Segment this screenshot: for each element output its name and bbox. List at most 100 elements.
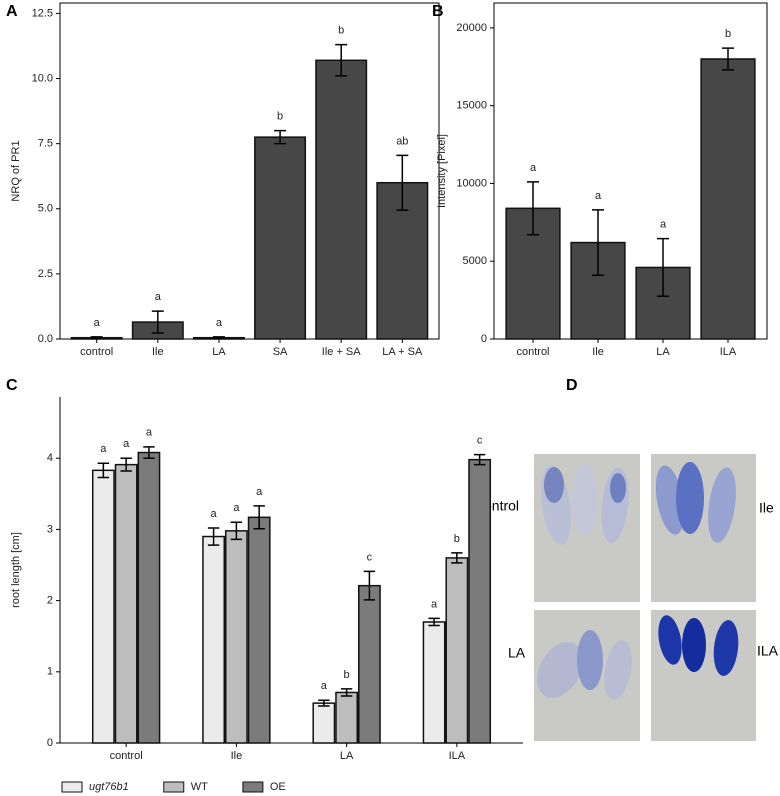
error-bar xyxy=(151,310,164,334)
error-bar xyxy=(230,521,243,541)
bar xyxy=(202,535,225,744)
error-bar xyxy=(97,462,110,479)
photo-label: Ile xyxy=(759,500,774,516)
error-bar xyxy=(527,181,539,236)
x-tick-label: control xyxy=(110,750,143,762)
bar xyxy=(700,58,756,340)
error-bar xyxy=(318,699,330,707)
x-tick-label: ILA xyxy=(720,346,737,358)
y-tick-label: 2 xyxy=(47,595,53,607)
y-tick-label: 10000 xyxy=(456,177,487,189)
error-bar xyxy=(363,570,376,601)
y-tick-label: 4 xyxy=(47,452,53,464)
significance-letter: a xyxy=(431,598,438,610)
error-bar xyxy=(253,505,265,530)
x-tick-label: LA xyxy=(656,346,670,358)
y-tick-label: 5000 xyxy=(463,255,487,267)
x-tick-label: control xyxy=(516,346,549,358)
significance-letter: a xyxy=(123,438,130,450)
y-tick-label: 7.5 xyxy=(38,138,53,150)
significance-letter: a xyxy=(100,443,107,455)
bar xyxy=(335,691,359,744)
y-axis-title: root length [cm] xyxy=(10,532,22,608)
x-tick-label: Ile + SA xyxy=(322,346,361,358)
y-tick-label: 5.0 xyxy=(38,203,53,215)
bar xyxy=(445,557,469,744)
significance-letter: b xyxy=(725,28,731,40)
legend-swatch xyxy=(163,781,185,793)
significance-letter: b xyxy=(344,669,350,681)
significance-letter: a xyxy=(595,190,602,202)
y-tick-label: 1 xyxy=(47,666,53,678)
y-tick-label: 10.0 xyxy=(32,72,53,84)
error-bar xyxy=(722,47,734,71)
bar xyxy=(358,584,381,744)
significance-letter: a xyxy=(321,680,328,692)
panel-letter: B xyxy=(432,3,444,20)
leaf-photo xyxy=(534,454,640,602)
significance-letter: a xyxy=(660,219,667,231)
y-tick-label: 0 xyxy=(481,333,487,345)
bar xyxy=(254,136,307,340)
significance-letter: b xyxy=(454,533,460,545)
photo-label: ILA xyxy=(757,643,779,659)
legend-label: OE xyxy=(270,781,286,793)
panel-d: D control Ile LA I xyxy=(477,377,779,741)
legend-swatch xyxy=(242,781,264,793)
x-tick-label: LA xyxy=(340,750,354,762)
leaf-photo xyxy=(651,610,756,741)
y-tick-label: 0 xyxy=(47,737,53,749)
error-bar xyxy=(396,154,409,211)
y-axis-title: NRQ of PR1 xyxy=(10,140,22,201)
leaf-photo xyxy=(534,610,640,741)
significance-letter: c xyxy=(477,435,483,447)
significance-letter: c xyxy=(367,551,373,563)
panel-letter: A xyxy=(6,3,18,20)
photo-label: LA xyxy=(508,645,526,661)
error-bar xyxy=(657,237,669,297)
significance-letter: a xyxy=(211,508,218,520)
error-bar xyxy=(473,453,486,466)
significance-letter: a xyxy=(216,317,223,329)
error-bar xyxy=(90,336,103,340)
bar xyxy=(91,469,115,744)
legend-label: WT xyxy=(191,781,208,793)
bar xyxy=(312,702,336,744)
x-tick-label: control xyxy=(80,346,113,358)
significance-letter: a xyxy=(256,486,263,498)
error-bar xyxy=(340,688,353,697)
error-bar xyxy=(274,129,287,145)
y-tick-label: 15000 xyxy=(456,100,487,112)
significance-letter: a xyxy=(233,502,240,514)
bar xyxy=(315,59,368,340)
leaf-photo xyxy=(651,454,756,602)
x-tick-label: Ile xyxy=(592,346,604,358)
significance-letter: a xyxy=(530,162,537,174)
legend-swatch xyxy=(61,781,83,793)
bar xyxy=(114,463,138,744)
bar xyxy=(224,530,248,744)
significance-letter: ab xyxy=(396,135,408,147)
legend-label: ugt76b1 xyxy=(89,781,129,793)
error-bar xyxy=(335,43,348,77)
y-tick-label: 12.5 xyxy=(32,7,53,19)
x-tick-label: LA + SA xyxy=(382,346,423,358)
x-tick-label: LA xyxy=(212,346,226,358)
x-tick-label: ILA xyxy=(449,750,466,762)
significance-letter: b xyxy=(277,111,283,123)
y-tick-label: 0.0 xyxy=(38,333,53,345)
y-tick-label: 3 xyxy=(47,523,53,535)
panel-letter: D xyxy=(566,377,578,394)
y-tick-label: 2.5 xyxy=(38,268,53,280)
x-tick-label: Ile xyxy=(231,750,243,762)
significance-letter: a xyxy=(155,291,162,303)
plot-frame xyxy=(493,2,768,340)
error-bar xyxy=(120,457,132,472)
bar xyxy=(422,621,446,744)
y-axis-title: Intensity [Pixel] xyxy=(436,134,448,208)
error-bar xyxy=(451,552,463,564)
bar xyxy=(137,451,161,744)
error-bar xyxy=(212,336,225,340)
significance-letter: b xyxy=(338,25,344,37)
